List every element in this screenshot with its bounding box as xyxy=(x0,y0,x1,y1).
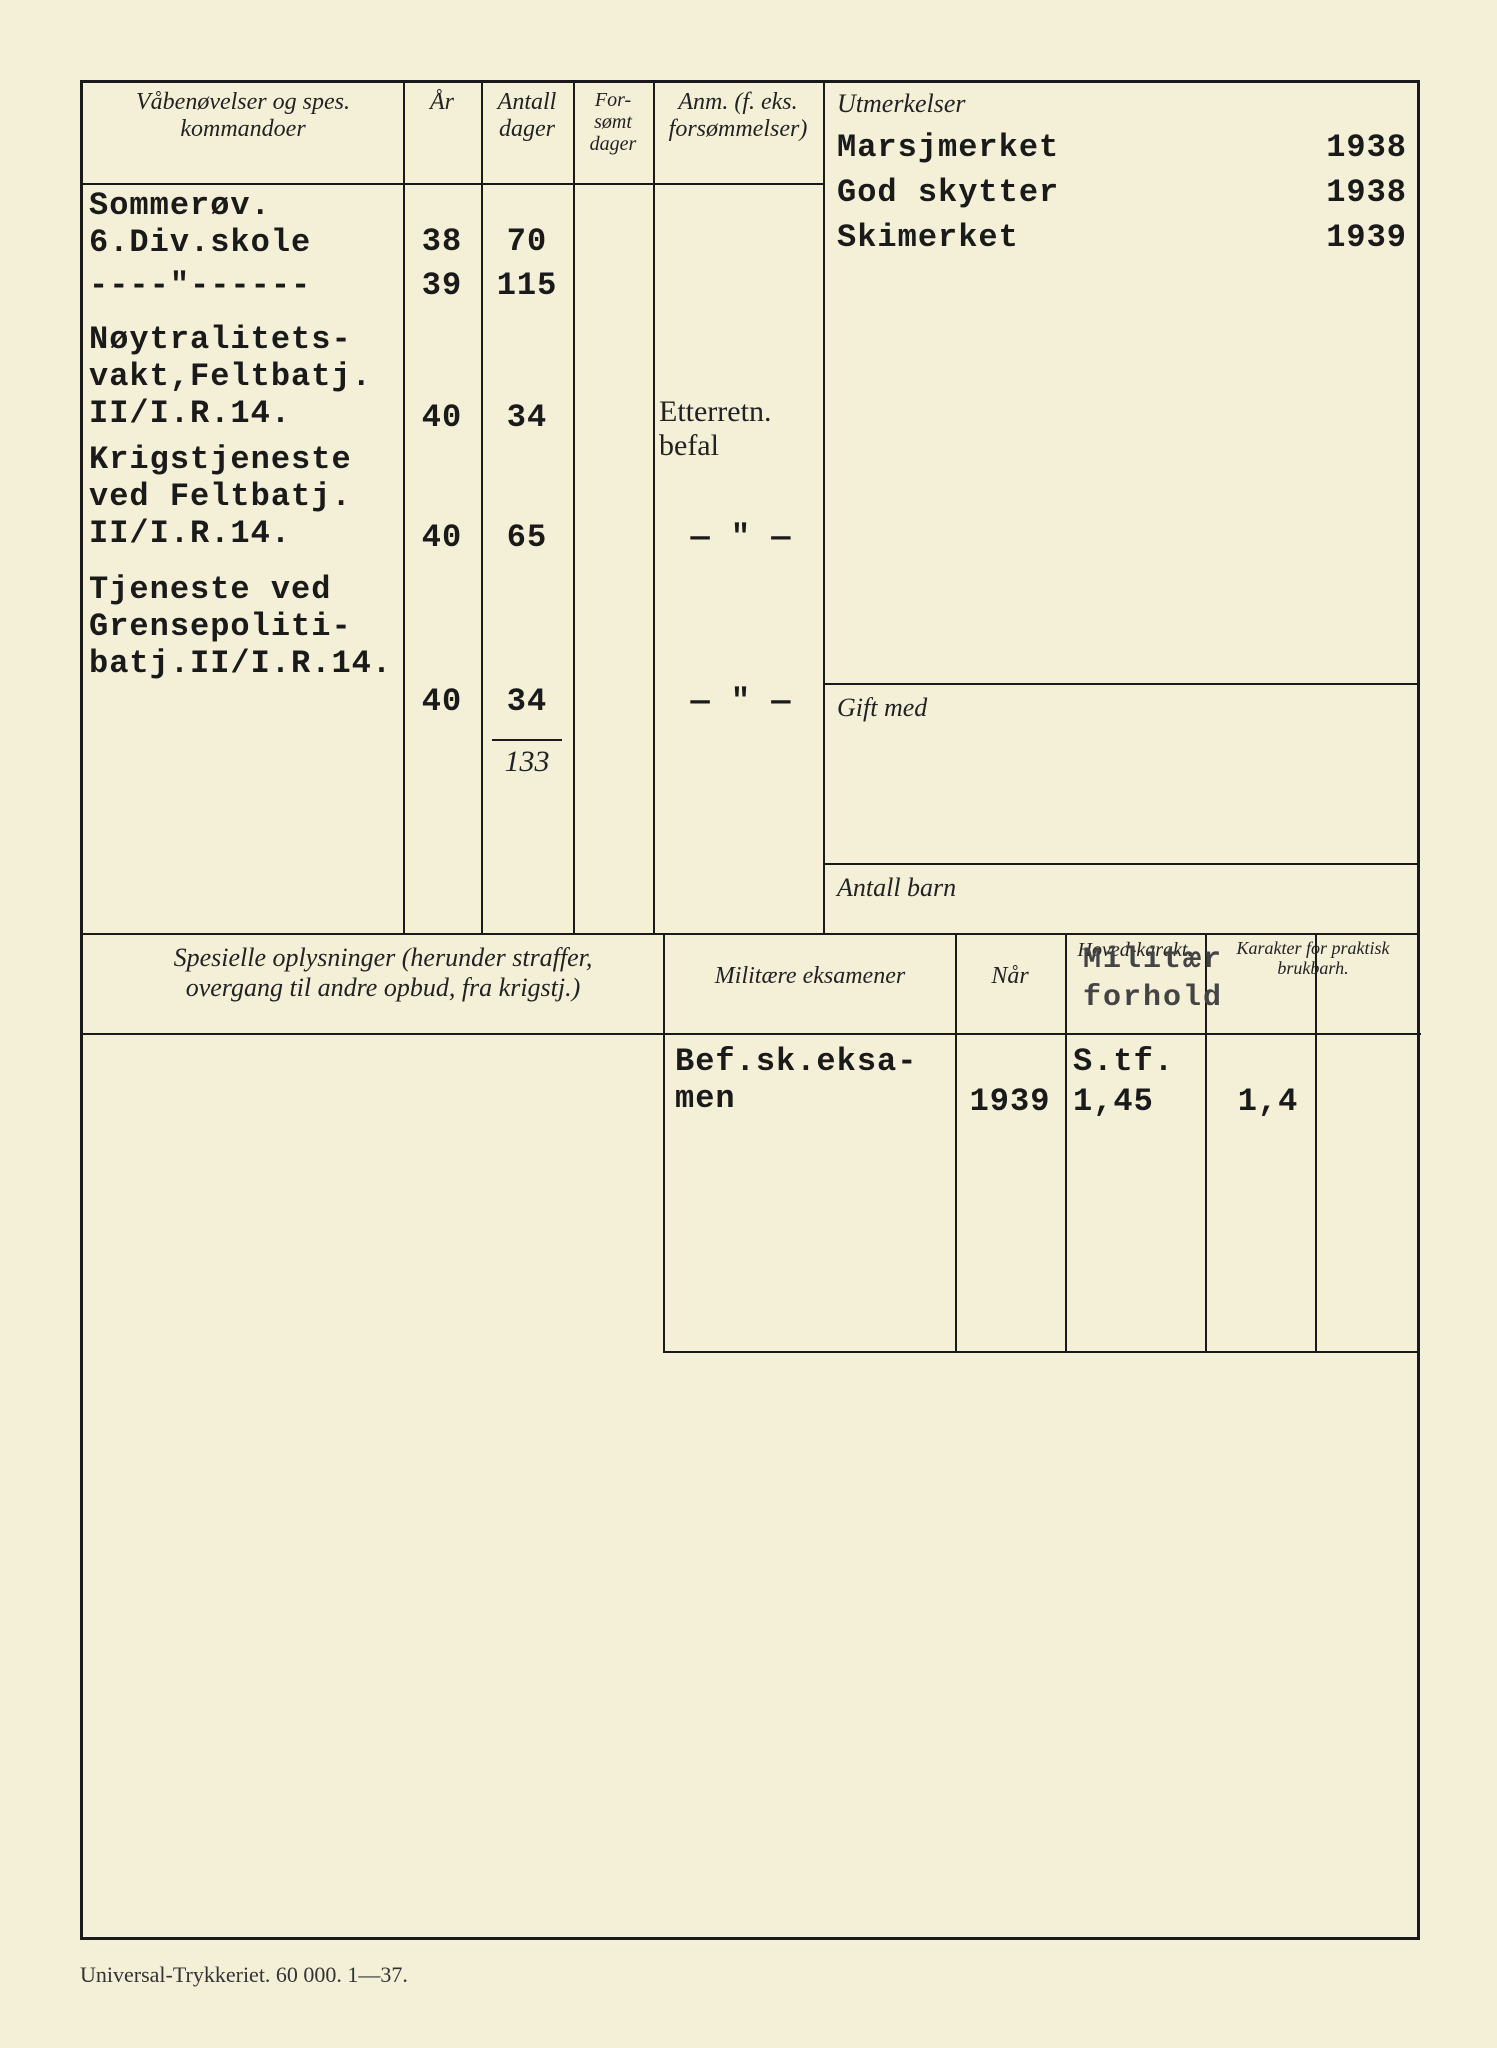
total-days: 133 xyxy=(492,739,562,779)
table-row-total: 133 xyxy=(83,731,823,791)
right-column: Utmerkelser Marsjmerket 1938 God skytter… xyxy=(823,83,1419,933)
table-row: Nøytralitets- vakt,Feltbatj. II/I.R.14. … xyxy=(83,311,823,441)
cell-days: 65 xyxy=(481,519,573,556)
antall-barn-label: Antall barn xyxy=(837,873,956,903)
cell-days: 70 xyxy=(481,223,573,260)
exam-when: 1939 xyxy=(955,1083,1065,1120)
distinctions-heading: Utmerkelser xyxy=(837,89,1407,119)
distinction-name: God skytter xyxy=(837,174,1059,211)
distinction-year: 1939 xyxy=(1326,219,1407,256)
cell-year: 38 xyxy=(403,223,481,260)
distinction-name: Marsjmerket xyxy=(837,129,1059,166)
cell-desc: Nøytralitets- vakt,Feltbatj. II/I.R.14. xyxy=(89,321,401,432)
list-item: Skimerket 1939 xyxy=(837,219,1407,256)
exam-name: Bef.sk.eksa- men xyxy=(675,1043,955,1117)
list-item: God skytter 1938 xyxy=(837,174,1407,211)
record-card: Våbenøvelser og spes. kommandoer År Anta… xyxy=(80,80,1420,1940)
table-row: ----"------ 39 115 xyxy=(83,267,823,311)
cell-year: 40 xyxy=(403,683,481,720)
gift-med-label: Gift med xyxy=(837,693,927,723)
distinctions-block: Utmerkelser Marsjmerket 1938 God skytter… xyxy=(837,89,1407,256)
col-header-days: Antall dager xyxy=(481,83,573,149)
exam-grade: 1,45 xyxy=(1073,1083,1203,1120)
stamp-line2: forhold xyxy=(1083,981,1223,1015)
cell-days: 115 xyxy=(481,267,573,304)
col-header-missed: For-sømt dager xyxy=(573,83,653,161)
cell-note: — " — xyxy=(659,683,823,720)
exercise-rows: Sommerøv. 6.Div.skole 38 70 ----"------ … xyxy=(83,187,823,791)
cell-desc: Tjeneste ved Grensepoliti- batj.II/I.R.1… xyxy=(89,571,401,682)
special-info: Spesielle oplysninger (herunder straffer… xyxy=(83,933,663,1253)
distinction-name: Skimerket xyxy=(837,219,1019,256)
cell-days: 34 xyxy=(481,399,573,436)
special-info-heading: Spesielle oplysninger (herunder straffer… xyxy=(123,943,643,1003)
col-header-note: Anm. (f. eks. forsømmelser) xyxy=(653,83,823,149)
cell-desc: Sommerøv. 6.Div.skole xyxy=(89,187,401,261)
printer-footer: Universal-Trykkeriet. 60 000. 1—37. xyxy=(80,1962,408,1988)
table-row: Tjeneste ved Grensepoliti- batj.II/I.R.1… xyxy=(83,571,823,731)
stamp-line1: Militær xyxy=(1083,943,1223,977)
col-header-desc: Våbenøvelser og spes. kommandoer xyxy=(83,83,403,149)
col-header-when: Når xyxy=(955,933,1065,996)
exams-table: Militære eksamener Når Hoved-karakt. Kar… xyxy=(663,933,1419,1353)
cell-year: 40 xyxy=(403,519,481,556)
exercises-table: Våbenøvelser og spes. kommandoer År Anta… xyxy=(83,83,823,933)
page: Våbenøvelser og spes. kommandoer År Anta… xyxy=(0,0,1497,2048)
col-header-char: Karakter for praktisk brukbarh. xyxy=(1205,933,1421,985)
cell-days: 34 xyxy=(481,683,573,720)
cell-year: 39 xyxy=(403,267,481,304)
exam-grade-label: S.tf. xyxy=(1073,1043,1203,1080)
distinction-year: 1938 xyxy=(1326,129,1407,166)
table-row: Sommerøv. 6.Div.skole 38 70 xyxy=(83,187,823,267)
col-header-exam: Militære eksamener xyxy=(665,933,955,996)
col-header-year: År xyxy=(403,83,481,122)
cell-desc: ----"------ xyxy=(89,267,401,304)
distinction-year: 1938 xyxy=(1326,174,1407,211)
table-row: Krigstjeneste ved Feltbatj. II/I.R.14. 4… xyxy=(83,441,823,571)
list-item: Marsjmerket 1938 xyxy=(837,129,1407,166)
cell-year: 40 xyxy=(403,399,481,436)
exam-grade2: 1,4 xyxy=(1221,1083,1315,1120)
cell-desc: Krigstjeneste ved Feltbatj. II/I.R.14. xyxy=(89,441,401,552)
cell-note: — " — xyxy=(659,519,823,556)
